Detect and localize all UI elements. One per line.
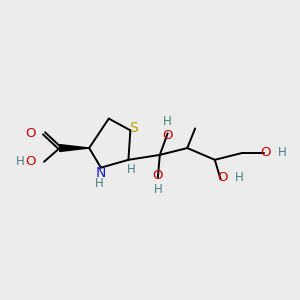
Polygon shape — [60, 145, 89, 152]
Text: H: H — [16, 155, 24, 168]
Text: O: O — [261, 146, 271, 159]
Text: H: H — [127, 163, 136, 176]
Text: H: H — [163, 115, 172, 128]
Text: O: O — [26, 155, 36, 168]
Text: O: O — [218, 171, 228, 184]
Text: S: S — [129, 122, 138, 135]
Text: N: N — [96, 166, 106, 180]
Text: O: O — [162, 129, 173, 142]
Text: O: O — [153, 169, 163, 182]
Text: H: H — [94, 177, 103, 190]
Text: H: H — [234, 171, 243, 184]
Text: H: H — [154, 183, 162, 196]
Text: O: O — [26, 127, 36, 140]
Text: H: H — [278, 146, 286, 159]
